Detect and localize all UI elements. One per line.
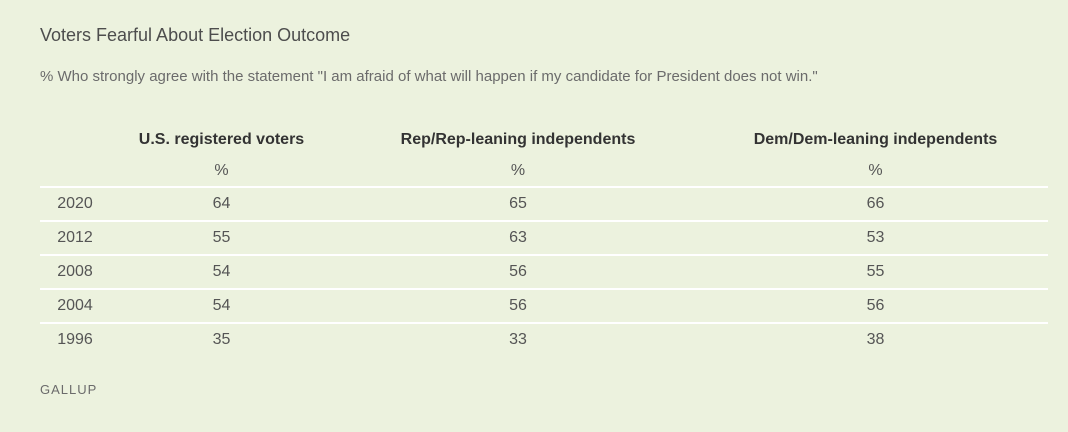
value-cell: 55 [703,255,1048,290]
value-cell: 64 [110,187,333,222]
column-header-republicans: Rep/Rep-leaning independents [400,131,636,148]
table-row: 2008 54 56 55 [40,255,1048,290]
value-cell: 53 [703,221,1048,256]
data-table: U.S. registered voters Rep/Rep-leaning i… [40,124,1048,356]
column-header-registered-voters: U.S. registered voters [138,131,305,148]
table-row: 1996 35 33 38 [40,323,1048,356]
unit-cell-empty [40,156,110,188]
value-cell: 66 [703,187,1048,222]
value-cell: 54 [110,289,333,324]
value-cell: 55 [110,221,333,256]
year-cell: 2020 [40,187,110,222]
table-row: 2004 54 56 56 [40,289,1048,324]
value-cell: 35 [212,331,231,348]
table-body: 2020 64 65 66 2012 55 63 53 2008 54 56 55 2004 54 56 56… [40,187,1048,356]
source-label: GALLUP [40,382,98,397]
chart-title: Voters Fearful About Election Outcome [40,25,351,45]
value-cell: 63 [333,221,703,256]
year-cell: 2012 [40,221,110,256]
year-cell: 2008 [40,255,110,290]
unit-cell: % [333,156,703,188]
table-row: 2020 64 65 66 [40,187,1048,222]
value-cell: 54 [110,255,333,290]
unit-cell: % [703,156,1048,188]
unit-row: % % % [40,156,1048,188]
year-cell: 1996 [57,331,93,348]
value-cell: 65 [333,187,703,222]
value-cell: 56 [333,289,703,324]
chart-subtitle: % Who strongly agree with the statement … [40,68,818,85]
table-row: 2012 55 63 53 [40,221,1048,256]
value-cell: 56 [333,255,703,290]
year-cell: 2004 [40,289,110,324]
value-cell: 56 [703,289,1048,324]
value-cell: 38 [866,331,885,348]
value-cell: 33 [509,331,527,348]
year-column-header [40,124,110,156]
header-row: U.S. registered voters Rep/Rep-leaning i… [40,124,1048,156]
unit-cell: % [110,156,333,188]
column-header-democrats: Dem/Dem-leaning independents [753,131,998,148]
